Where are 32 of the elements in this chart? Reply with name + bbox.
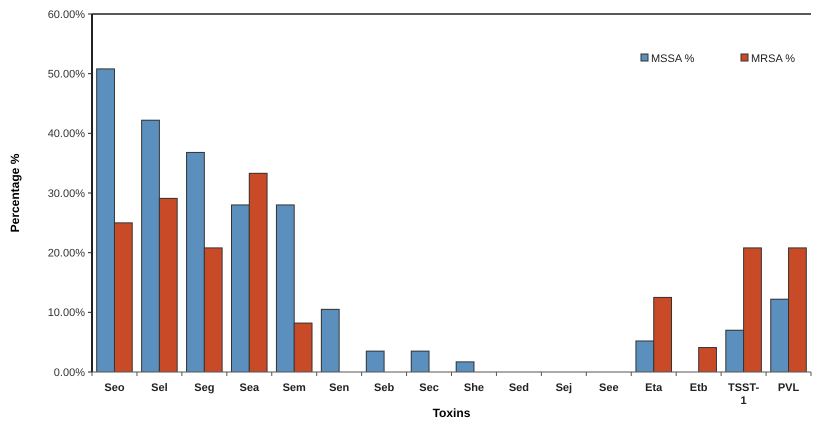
legend-label: MSSA % [651, 53, 695, 65]
y-tick-label: 60.00% [48, 8, 86, 21]
y-axis-title: Percentage % [8, 153, 22, 232]
y-tick-label: 20.00% [48, 248, 86, 260]
x-tick-label: Sem [282, 382, 306, 394]
y-tick-label: 50.00% [48, 68, 86, 81]
x-axis-title: Toxins [432, 406, 471, 420]
x-tick-label: Seo [104, 382, 125, 394]
y-tick-label: 30.00% [48, 188, 86, 200]
x-tick-label: She [464, 382, 484, 394]
bar [366, 350, 385, 372]
x-tick-label: PVL [778, 382, 800, 394]
x-tick-label: Etb [690, 382, 708, 394]
x-tick-label: Eta [645, 382, 664, 394]
x-tick-label: Sec [419, 382, 439, 394]
x-tick-label: Sen [329, 382, 350, 394]
bar [456, 361, 474, 372]
bar [698, 347, 717, 372]
x-tick-label: Sej [556, 382, 572, 394]
y-tick-label: 40.00% [48, 128, 86, 140]
x-tick-label: Sea [239, 382, 260, 394]
x-tick-label: Sed [508, 382, 529, 394]
bar [410, 350, 430, 372]
x-tick-label: See [598, 382, 619, 394]
legend-label: MRSA % [751, 53, 796, 65]
x-tick-label: Seg [194, 382, 214, 394]
x-tick-label: Sel [151, 382, 168, 394]
bar [320, 308, 340, 372]
y-tick-label: 10.00% [48, 307, 86, 320]
x-tick-label: TSST-1 [728, 382, 760, 407]
x-tick-label: Seb [374, 382, 394, 394]
y-tick-label: 0.00% [54, 366, 86, 379]
